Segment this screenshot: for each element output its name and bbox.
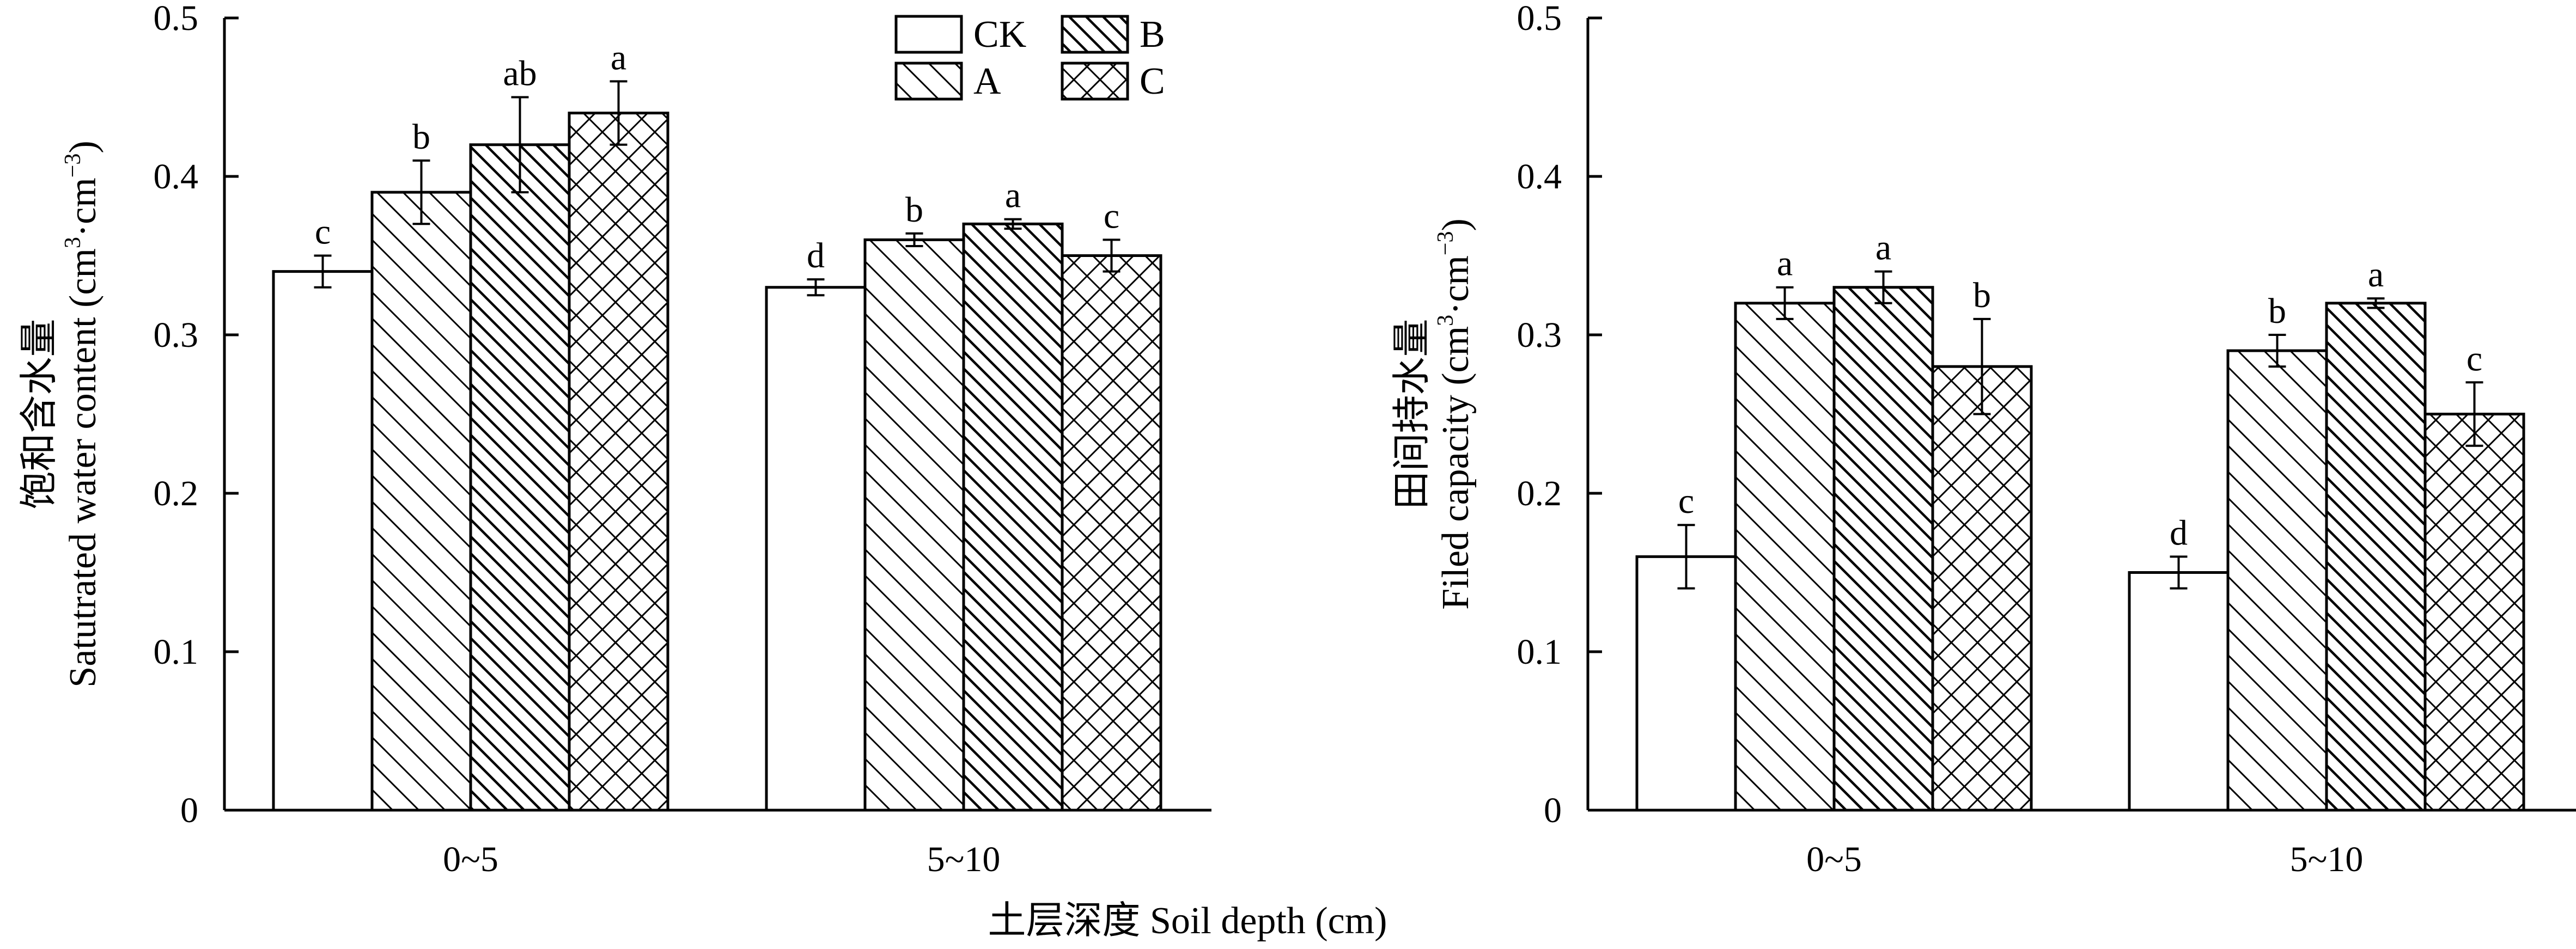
significance-label: c bbox=[1678, 481, 1694, 521]
significance-label: b bbox=[2268, 291, 2286, 331]
error-bar bbox=[2465, 381, 2483, 447]
bar-ck bbox=[272, 270, 374, 812]
significance-label: a bbox=[611, 38, 626, 77]
bar-a bbox=[2226, 349, 2328, 812]
significance-label: b bbox=[412, 117, 430, 157]
bar-ck bbox=[2128, 571, 2230, 812]
y-tick-label: 0.5 bbox=[1517, 0, 1562, 38]
bar-b bbox=[1832, 286, 1934, 812]
significance-label: b bbox=[1973, 275, 1991, 315]
x-axis-title: 土层深度 Soil depth (cm) bbox=[988, 900, 1387, 942]
bar-ck bbox=[1635, 555, 1737, 812]
saturated-water-content-chart: 0 0.1 0.2 0.3 0.4 0.5 饱和含水量 Satutrated water co… bbox=[19, 0, 1211, 879]
bar-c bbox=[2423, 413, 2525, 812]
significance-label: d bbox=[807, 236, 825, 275]
error-bar bbox=[2367, 297, 2385, 309]
error-bar bbox=[1973, 317, 1991, 415]
bar-c bbox=[568, 112, 669, 812]
y-tick-label: 0.5 bbox=[154, 0, 199, 38]
y-tick-label: 0.4 bbox=[1517, 157, 1562, 197]
legend-label: CK bbox=[973, 14, 1026, 56]
legend-swatch-ck bbox=[894, 15, 963, 54]
significance-label: c bbox=[315, 212, 331, 252]
bar-c bbox=[1061, 254, 1162, 812]
bar-a bbox=[863, 238, 965, 812]
error-bar bbox=[314, 254, 332, 289]
y-tick-label: 0.3 bbox=[1517, 315, 1562, 355]
significance-label: a bbox=[1005, 176, 1021, 216]
legend-label: B bbox=[1140, 14, 1165, 56]
y-tick-label: 0 bbox=[180, 791, 198, 830]
bar-c bbox=[1931, 365, 2033, 812]
x-tick-label: 0~5 bbox=[1806, 840, 1862, 879]
legend-swatch-c bbox=[1061, 62, 1129, 101]
legend: CK B A C bbox=[894, 14, 1165, 102]
y-axis-title-en: Filed capacity (cm3·cm−3) bbox=[1433, 218, 1477, 610]
y-tick-label: 0.2 bbox=[1517, 474, 1562, 513]
error-bar bbox=[1874, 270, 1892, 304]
error-bar bbox=[905, 232, 923, 248]
y-tick-label: 0.1 bbox=[154, 632, 199, 672]
legend-label: C bbox=[1140, 60, 1165, 102]
error-bar bbox=[1004, 218, 1022, 230]
error-bar bbox=[412, 159, 430, 225]
y-axis-title: 饱和含水量 Satutrated water content (cm3·cm−3) bbox=[19, 140, 104, 687]
significance-label: a bbox=[2368, 255, 2384, 295]
y-tick-label: 0.4 bbox=[154, 157, 199, 197]
error-bar bbox=[1776, 286, 1794, 320]
significance-label: a bbox=[1777, 244, 1793, 284]
error-bar bbox=[1677, 524, 1695, 590]
y-tick-label: 0.2 bbox=[154, 474, 199, 513]
legend-swatch-a bbox=[894, 62, 963, 101]
y-tick-label: 0.1 bbox=[1517, 632, 1562, 672]
x-tick-label: 0~5 bbox=[443, 840, 498, 879]
bar-a bbox=[370, 191, 472, 812]
significance-label: c bbox=[1104, 196, 1119, 236]
legend-label: A bbox=[973, 60, 1001, 102]
error-bar bbox=[610, 80, 628, 146]
y-axis-title-cn: 田间持水量 bbox=[1391, 319, 1433, 510]
bar-b bbox=[2325, 302, 2427, 812]
error-bar bbox=[2170, 555, 2188, 590]
error-bar bbox=[511, 96, 529, 194]
significance-label: c bbox=[2467, 339, 2482, 378]
y-tick-label: 0 bbox=[1544, 791, 1562, 830]
bar-b bbox=[469, 143, 571, 812]
legend-swatch-b bbox=[1061, 15, 1129, 54]
y-axis-title: 田间持水量 Filed capacity (cm3·cm−3) bbox=[1391, 218, 1477, 610]
x-tick-label: 5~10 bbox=[927, 840, 1001, 879]
significance-label: b bbox=[905, 190, 923, 230]
error-bar bbox=[2268, 334, 2286, 368]
significance-label: a bbox=[1875, 228, 1891, 268]
error-bar bbox=[1103, 238, 1120, 273]
bar-ck bbox=[765, 286, 867, 812]
bar-b bbox=[962, 222, 1064, 812]
bar-a bbox=[1734, 302, 1836, 812]
significance-label: d bbox=[2170, 513, 2188, 553]
field-capacity-chart: 0 0.1 0.2 0.3 0.4 0.5 田间持水量 Filed capacity (cm3… bbox=[1391, 0, 2576, 879]
x-tick-label: 5~10 bbox=[2290, 840, 2364, 879]
y-axis-title-en: Satutrated water content (cm3·cm−3) bbox=[60, 140, 104, 687]
y-tick-label: 0.3 bbox=[154, 315, 199, 355]
significance-label: ab bbox=[503, 54, 537, 94]
error-bar bbox=[807, 278, 825, 297]
y-axis-title-cn: 饱和含水量 bbox=[19, 319, 60, 510]
